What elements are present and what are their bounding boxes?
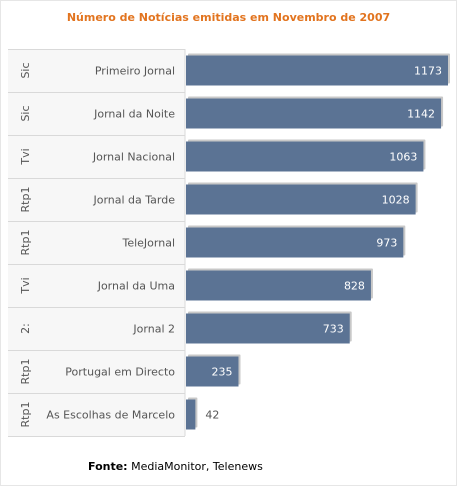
group-label: Rtp1 [19, 230, 32, 256]
value-label: 973 [376, 237, 397, 250]
value-label: 1063 [389, 151, 417, 164]
category-label: Jornal 2 [132, 323, 175, 336]
group-label: Rtp1 [19, 402, 32, 428]
value-label: 1028 [382, 194, 410, 207]
bar [186, 227, 404, 258]
category-label: Portugal em Directo [65, 366, 175, 379]
bar [186, 270, 371, 301]
bar [186, 98, 442, 129]
source-note: Fonte: MediaMonitor, Telenews [88, 460, 263, 473]
bar [186, 399, 196, 430]
category-label: Jornal da Uma [97, 280, 175, 293]
group-label: 2: [19, 323, 32, 334]
category-label: As Escolhas de Marcelo [46, 409, 175, 422]
value-label: 1173 [414, 65, 442, 78]
group-label: Tvi [19, 148, 32, 165]
label-panel [8, 49, 185, 436]
bar [186, 55, 448, 86]
category-label: Primeiro Jornal [95, 65, 175, 78]
category-label: Jornal Nacional [92, 151, 175, 164]
group-label: Rtp1 [19, 187, 32, 213]
chart-title: Número de Notícias emitidas em Novembro … [66, 11, 391, 24]
category-label: TeleJornal [121, 237, 175, 250]
group-label: Sic [19, 62, 32, 78]
group-label: Sic [19, 105, 32, 121]
source-value: MediaMonitor, Telenews [131, 460, 263, 473]
bar [186, 141, 424, 172]
value-label: 42 [205, 409, 219, 422]
group-label: Rtp1 [19, 359, 32, 385]
category-label: Jornal da Noite [93, 108, 175, 121]
group-label: Tvi [19, 277, 32, 294]
value-label: 828 [344, 280, 365, 293]
bar [186, 356, 239, 387]
value-label: 235 [211, 366, 232, 379]
value-label: 1142 [407, 108, 435, 121]
source-label: Fonte: [88, 460, 128, 473]
value-label: 733 [323, 323, 344, 336]
bar [186, 313, 350, 344]
category-label: Jornal da Tarde [92, 194, 175, 207]
bar [186, 184, 416, 215]
